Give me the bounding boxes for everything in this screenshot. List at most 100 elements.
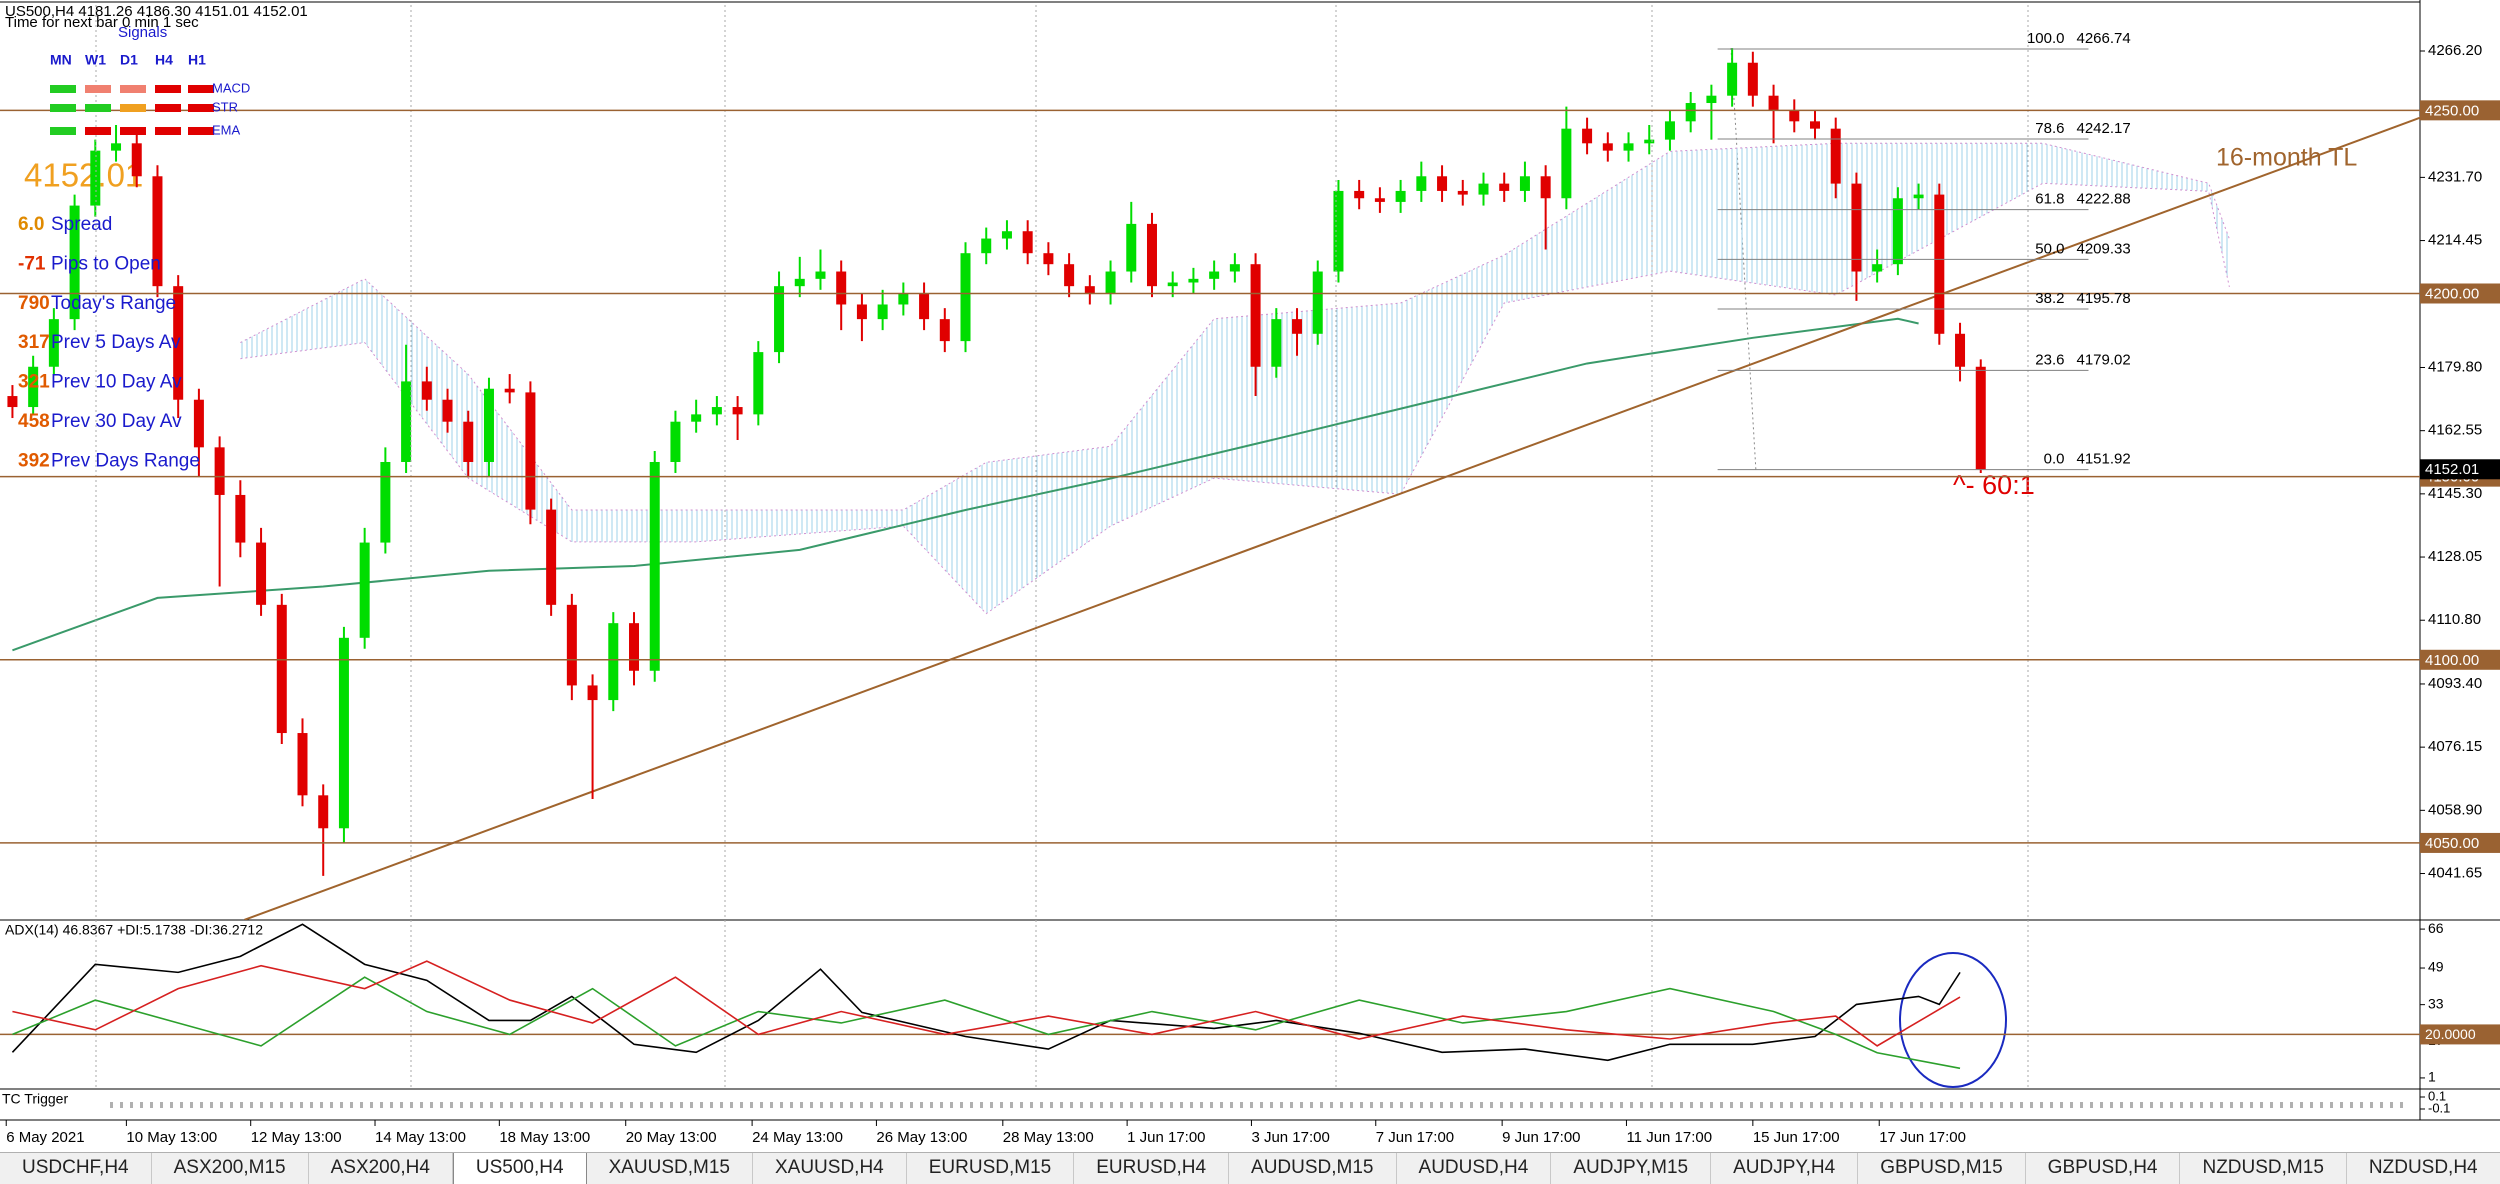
fib-ratio: 38.2 (2035, 290, 2064, 307)
candle-body (1478, 183, 1489, 195)
tab[interactable]: GBPUSD,M15 (1858, 1153, 2026, 1184)
candle-body (1602, 143, 1613, 151)
candle-body (877, 304, 888, 320)
signal-cell (155, 104, 181, 112)
stat-value: 790 (18, 293, 50, 314)
candle-body (1685, 103, 1696, 122)
candle-body (1975, 366, 1986, 470)
tab[interactable]: AUDUSD,M15 (1229, 1153, 1397, 1184)
signal-cell (188, 104, 214, 112)
tab[interactable]: AUDJPY,M15 (1551, 1153, 1712, 1184)
candle-body (1374, 198, 1385, 202)
y-tick-label: 4231.70 (2428, 168, 2482, 185)
tab[interactable]: NZDUSD,H4 (2347, 1153, 2500, 1184)
candle-body (214, 447, 225, 495)
x-tick-label: 18 May 13:00 (499, 1129, 590, 1146)
candle-body (1768, 95, 1779, 111)
annotation: ^- 60:1 (1953, 470, 2035, 500)
tab[interactable]: NZDUSD,M15 (2180, 1153, 2347, 1184)
candle-body (1395, 190, 1406, 202)
y-tick-label: 4058.90 (2428, 801, 2482, 818)
candle-body (1437, 176, 1448, 191)
tab[interactable]: XAUUSD,H4 (753, 1153, 907, 1184)
chart: US500,H4 4181.26 4186.30 4151.01 4152.01… (0, 0, 2500, 1146)
adx-line (11, 923, 1961, 1062)
tab[interactable]: AUDJPY,H4 (1711, 1153, 1859, 1184)
fib-price: 4179.02 (2076, 351, 2130, 368)
candle-body (587, 685, 598, 701)
candle-body (318, 795, 329, 829)
fib-price: 4195.78 (2076, 290, 2130, 307)
candle-body (1105, 271, 1116, 294)
tab[interactable]: AUDUSD,H4 (1397, 1153, 1552, 1184)
candle-body (1644, 139, 1655, 144)
candle-body (1229, 264, 1240, 272)
cloud-upper (240, 142, 2230, 511)
tab[interactable]: GBPUSD,H4 (2026, 1153, 2181, 1184)
x-tick-label: 24 May 13:00 (752, 1129, 843, 1146)
candle-body (919, 293, 930, 320)
candle-body (1188, 278, 1199, 283)
tc-tick-label: -0.1 (2428, 1100, 2450, 1115)
tab[interactable]: EURUSD,M15 (907, 1153, 1075, 1184)
candle-body (111, 143, 122, 151)
y-tick-label: 4145.30 (2428, 485, 2482, 502)
stat-value: 458 (18, 411, 50, 432)
y-tick-label: 4093.40 (2428, 675, 2482, 692)
candle-body (1789, 110, 1800, 122)
candle-body (1043, 253, 1054, 265)
tab[interactable]: ASX200,M15 (152, 1153, 309, 1184)
adx-level-box (2420, 1024, 2500, 1045)
x-tick-label: 7 Jun 17:00 (1376, 1129, 1454, 1146)
candle-body (1955, 333, 1966, 367)
adx-y-tick-label: 33 (2428, 995, 2444, 1011)
signal-cell (50, 127, 76, 135)
candle-body (1727, 62, 1738, 96)
candle-body (732, 407, 743, 415)
tab[interactable]: US500,H4 (452, 1153, 587, 1184)
candle-body (1561, 128, 1572, 199)
tab[interactable]: ASX200,H4 (309, 1153, 453, 1184)
candle-body (1250, 264, 1261, 367)
candle-body (1146, 223, 1157, 287)
candle-body (483, 388, 494, 462)
fib-price: 4242.17 (2076, 120, 2130, 137)
signal-period: W1 (85, 52, 106, 68)
candle-body (1623, 143, 1634, 151)
candle-body (1706, 95, 1717, 104)
candle-body (566, 604, 577, 686)
fib-price: 4222.88 (2076, 191, 2130, 208)
tab[interactable]: EURUSD,H4 (1074, 1153, 1230, 1184)
candle-body (152, 176, 163, 287)
adx-y-tick-label: 1 (2428, 1069, 2436, 1085)
stat-label: Prev Days Range (51, 450, 200, 471)
candle-body (1851, 183, 1862, 272)
tab[interactable]: USDCHF,H4 (0, 1153, 152, 1184)
candle-body (1084, 286, 1095, 294)
candle-body (380, 461, 391, 543)
x-tick-label: 6 May 2021 (6, 1129, 84, 1146)
fib-ratio: 50.0 (2035, 240, 2064, 257)
candle-body (1540, 176, 1551, 199)
candle-body (463, 421, 474, 462)
candle-body (1810, 121, 1820, 129)
candle-body (421, 381, 432, 400)
signal-period: H4 (155, 52, 173, 68)
candle-body (7, 396, 18, 408)
signal-cell (120, 104, 146, 112)
cloud-fill (240, 143, 2230, 614)
tab[interactable]: XAUUSD,M15 (587, 1153, 753, 1184)
stat-value: 317 (18, 332, 50, 353)
candle-body (1126, 223, 1137, 272)
level-label: 4250.00 (2425, 102, 2479, 119)
adx-title: ADX(14) 46.8367 +DI:5.1738 -DI:36.2712 (5, 922, 263, 938)
y-tick-label: 4041.65 (2428, 864, 2482, 881)
big-price: 4152.01 (24, 157, 143, 194)
fib-ratio: 61.8 (2035, 191, 2064, 208)
level-box (2420, 283, 2500, 304)
adx-line (12, 960, 1961, 1047)
level-label: 4100.00 (2425, 652, 2479, 669)
candle-body (1934, 194, 1945, 334)
signal-period: D1 (120, 52, 138, 68)
adx-line (12, 976, 1961, 1070)
